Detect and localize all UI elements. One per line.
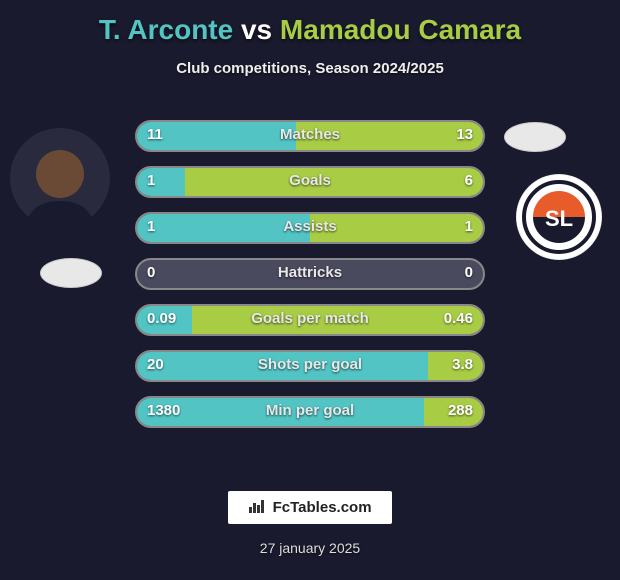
stat-label: Goals per match: [135, 304, 485, 336]
stat-label: Min per goal: [135, 396, 485, 428]
player1-flag: [40, 258, 102, 288]
subtitle: Club competitions, Season 2024/2025: [0, 60, 620, 77]
brand-box: FcTables.com: [228, 491, 391, 524]
club-crest-icon: SL: [516, 174, 602, 260]
avatar-silhouette-icon: [10, 136, 110, 228]
player1-avatar: [10, 128, 110, 228]
stat-label: Hattricks: [135, 258, 485, 290]
stat-row: 11Assists: [135, 212, 485, 244]
title-vs: vs: [241, 14, 272, 45]
stats-container: 1113Matches 16Goals 11Assists 00Hattricks 0.…: [135, 120, 485, 442]
footer: FcTables.com: [0, 491, 620, 524]
page-title: T. Arconte vs Mamadou Camara: [0, 0, 620, 46]
stat-row: 1380288Min per goal: [135, 396, 485, 428]
stat-row: 00Hattricks: [135, 258, 485, 290]
svg-text:SL: SL: [545, 206, 573, 231]
stat-label: Assists: [135, 212, 485, 244]
title-player1: T. Arconte: [99, 14, 233, 45]
stat-row: 1113Matches: [135, 120, 485, 152]
player2-flag: [504, 122, 566, 152]
brand-text: FcTables.com: [273, 499, 372, 516]
stat-label: Goals: [135, 166, 485, 198]
title-player2: Mamadou Camara: [280, 14, 521, 45]
player2-club-badge: SL: [516, 174, 602, 260]
stat-label: Shots per goal: [135, 350, 485, 382]
stat-row: 0.090.46Goals per match: [135, 304, 485, 336]
stat-row: 203.8Shots per goal: [135, 350, 485, 382]
stat-row: 16Goals: [135, 166, 485, 198]
chart-icon: [248, 499, 268, 516]
stat-label: Matches: [135, 120, 485, 152]
date-text: 27 january 2025: [0, 540, 620, 556]
